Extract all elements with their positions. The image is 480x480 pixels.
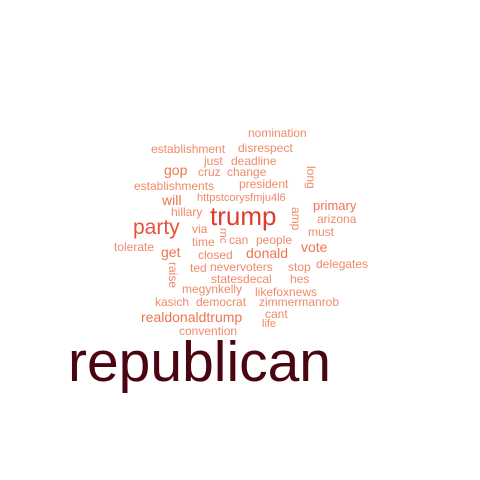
- word-arizona: arizona: [317, 212, 357, 226]
- word-via: via: [192, 222, 208, 236]
- word-establishment: establishment: [151, 142, 226, 156]
- word-realdonaldtrump: realdonaldtrump: [141, 309, 243, 325]
- word-time: time: [192, 235, 215, 249]
- word-vote: vote: [301, 239, 328, 255]
- word-life: life: [262, 318, 277, 330]
- word-nevervoters: nevervoters: [210, 260, 273, 274]
- word-statesdecal: statesdecal: [211, 272, 272, 286]
- word-people: people: [256, 233, 293, 247]
- word-establishments: establishments: [134, 179, 215, 193]
- word-likefoxnews: likefoxnews: [255, 285, 318, 299]
- word-get: get: [161, 244, 181, 260]
- word-ted: ted: [190, 261, 207, 275]
- word-stop: stop: [288, 260, 311, 274]
- word-httpstcorysfmju4l6: httpstcorysfmju4l6: [197, 192, 286, 204]
- word-hes: hes: [290, 272, 310, 286]
- word-rnc: rnc: [217, 228, 229, 244]
- word-convention: convention: [179, 324, 238, 338]
- word-cant: cant: [265, 307, 288, 321]
- word-zimmermanrob: zimmermanrob: [259, 295, 340, 309]
- word-president: president: [239, 177, 289, 191]
- word-amp: amp: [289, 207, 303, 231]
- word-disrespect: disrespect: [238, 141, 293, 155]
- word-donald: donald: [246, 245, 289, 261]
- word-kasich: kasich: [155, 295, 190, 309]
- word-primary: primary: [313, 198, 357, 213]
- word-republican: republican: [68, 330, 332, 394]
- word-long: long: [304, 166, 318, 189]
- word-trump: trump: [210, 201, 277, 231]
- word-tolerate: tolerate: [114, 240, 155, 254]
- word-just: just: [204, 154, 223, 168]
- word-hillary: hillary: [171, 205, 203, 219]
- word-delegates: delegates: [316, 257, 369, 271]
- word-nomination: nomination: [248, 126, 307, 140]
- word-can: can: [229, 233, 249, 247]
- word-raise: raise: [166, 262, 180, 289]
- word-change: change: [227, 165, 267, 179]
- word-must: must: [308, 225, 335, 239]
- word-democrat: democrat: [196, 295, 247, 309]
- word-cruz: cruz: [198, 165, 221, 179]
- word-closed: closed: [198, 248, 233, 262]
- word-party: party: [133, 216, 180, 239]
- word-megynkelly: megynkelly: [182, 282, 243, 296]
- word-gop: gop: [164, 162, 188, 178]
- word-deadline: deadline: [231, 154, 277, 168]
- word-will: will: [162, 192, 182, 208]
